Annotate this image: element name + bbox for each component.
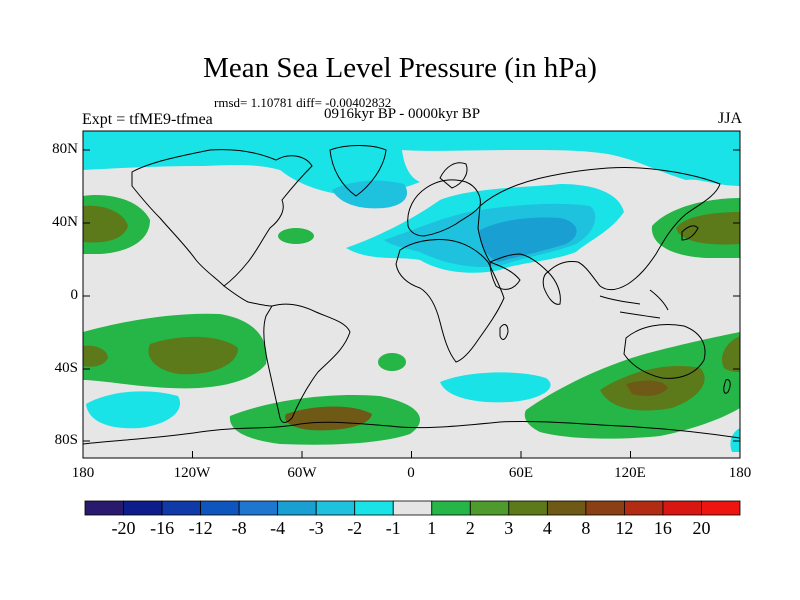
lon-label-60w: 60W: [287, 465, 317, 481]
se-corner-low: [730, 428, 740, 452]
colorbar-box: [354, 500, 394, 516]
colorbar-label: -4: [270, 518, 286, 538]
lon-label-180w: 180: [71, 465, 95, 481]
lon-ticks: [82, 451, 741, 458]
australia-outline: [623, 324, 706, 379]
asia-outline: [477, 166, 721, 291]
colorbar-box: [238, 500, 279, 516]
experiment-label: Expt = tfME9-tfmea: [82, 111, 213, 128]
africa-outline: [395, 239, 505, 363]
arctic-low-region: [83, 131, 740, 196]
colorbar-box: [431, 500, 471, 516]
north-america-outline: [131, 149, 313, 287]
central-america-outline: [223, 285, 273, 307]
lon-label-60e: 60E: [508, 465, 534, 481]
s-indian-high-deep: [626, 380, 668, 396]
colorbar-label: 3: [504, 518, 514, 538]
madagascar-outline: [499, 324, 509, 340]
colorbar-box: [315, 500, 356, 516]
colorbar: [84, 500, 741, 516]
colorbar-box: [585, 500, 625, 516]
colorbar-label: -2: [347, 518, 363, 538]
pressure-fields: [83, 131, 740, 452]
colorbar-box: [277, 500, 317, 516]
colorbar-box: [200, 500, 240, 516]
atlantic-high-patch: [278, 228, 314, 244]
colorbar-label: 16: [653, 518, 672, 538]
colorbar-label: -20: [111, 518, 136, 538]
eurasian-low-deep: [479, 217, 577, 262]
season-label: JJA: [717, 110, 742, 127]
colorbar-label: 20: [692, 518, 711, 538]
coastlines: [83, 145, 740, 445]
colorbar-label: 4: [542, 518, 552, 538]
lon-label-180e: 180: [728, 465, 752, 481]
map-title: Mean Sea Level Pressure (in hPa): [203, 52, 597, 84]
colorbar-label: -16: [150, 518, 175, 538]
n-atlantic-low-core: [332, 180, 408, 209]
colorbar-box: [508, 500, 548, 516]
southern-atlantic-high-core: [285, 406, 372, 431]
southern-indian-low: [440, 372, 551, 403]
s-pacific-high-core: [148, 336, 238, 375]
colorbar-box: [161, 500, 201, 516]
colorbar-label: -1: [385, 518, 401, 538]
n-pacific-high-west-core: [83, 205, 128, 243]
colorbar-label: -12: [188, 518, 213, 538]
india-outline: [542, 271, 561, 305]
greenland-outline: [329, 145, 387, 197]
colorbar-label: -3: [308, 518, 324, 538]
colorbar-box: [123, 500, 163, 516]
colorbar-label: 2: [465, 518, 475, 538]
lat-label-80n: 80N: [52, 141, 78, 157]
colorbar-label: 1: [427, 518, 437, 538]
sw-pacific-low: [86, 391, 181, 429]
antarctica-outline: [83, 420, 740, 445]
colorbar-box: [624, 500, 664, 516]
lat-label-80s: 80S: [54, 432, 78, 448]
se-asia-islands-outline: [599, 289, 669, 319]
s-pacific-high-west-core: [83, 345, 108, 367]
south-america-outline: [263, 303, 351, 423]
colorbar-box: [701, 500, 741, 516]
se-pacific-high-core: [721, 336, 740, 372]
colorbar-box: [546, 500, 587, 516]
scandinavia-outline: [439, 162, 468, 189]
colorbar-label: -8: [231, 518, 247, 538]
colorbar-label: 12: [615, 518, 634, 538]
colorbar-box: [662, 500, 702, 516]
lat-label-40n: 40N: [52, 214, 78, 230]
colorbar-box: [469, 500, 510, 516]
lon-label-120w: 120W: [173, 465, 211, 481]
lon-label-0: 0: [407, 465, 415, 481]
colorbar-box: [392, 500, 433, 516]
lat-ticks: [83, 149, 740, 442]
period-label: 0916kyr BP - 0000kyr BP: [324, 106, 481, 122]
arabia-outline: [489, 261, 521, 290]
colorbar-box: [84, 500, 124, 516]
lon-label-120e: 120E: [614, 465, 646, 481]
s-atlantic-patch: [378, 353, 406, 371]
colorbar-label: 8: [581, 518, 591, 538]
lat-label-0: 0: [70, 287, 79, 303]
lat-label-40s: 40S: [54, 360, 78, 376]
new-zealand-outline: [723, 379, 731, 394]
stats-text: rmsd= 1.10781 diff= -0.00402832: [214, 95, 392, 110]
japan-outline: [681, 225, 699, 241]
